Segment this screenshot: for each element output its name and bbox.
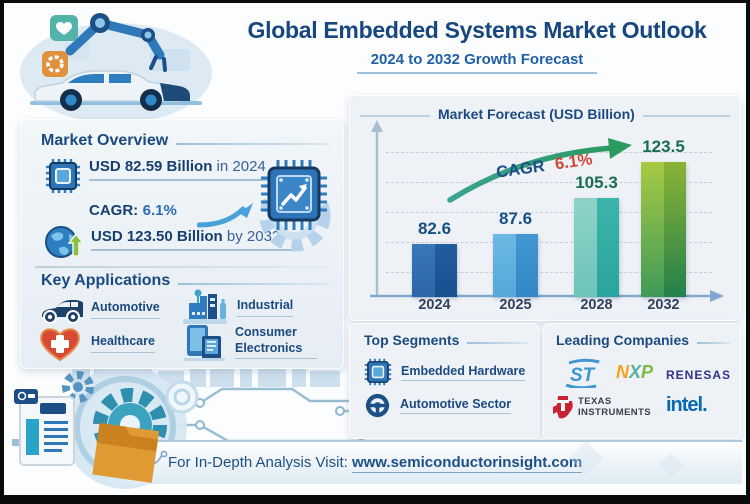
factory-icon <box>183 289 227 324</box>
footer-text: For In-Depth Analysis Visit: www.semicon… <box>168 454 583 473</box>
cagr-stat: CAGR: 6.1% <box>89 202 177 219</box>
devices-icon <box>184 325 225 361</box>
texas-instruments-logo: TEXAS INSTRUMENTS <box>552 394 651 421</box>
growth-curve-icon <box>196 203 253 228</box>
cagr-trend-arrow <box>447 145 615 203</box>
ti-map-icon <box>553 396 573 419</box>
st-logo: ST <box>558 358 606 388</box>
bar-value-2028: 105.3 <box>575 173 618 192</box>
stat-2024: USD 82.59 Billion in 2024 <box>89 158 289 181</box>
chip-gear-icon <box>259 160 331 252</box>
bar-2025: 87.6 <box>493 209 538 297</box>
application-consumer-electronics: Consumer Electronics <box>181 322 317 362</box>
segment-label: Automotive Sector <box>400 397 512 414</box>
top-segments-heading: Top Segments <box>364 332 460 348</box>
x-tick-2025: 2025 <box>499 297 532 313</box>
x-tick-2028: 2028 <box>580 297 613 313</box>
steering-wheel-icon <box>365 393 390 418</box>
footer-bar: For In-Depth Analysis Visit: www.semicon… <box>122 440 742 484</box>
heart-icon <box>40 328 80 362</box>
bar-2024: 82.6 <box>412 219 457 297</box>
page-title: Global Embedded Systems Market Outlook <box>247 17 707 43</box>
footer-prefix: For In-Depth Analysis Visit: <box>168 454 348 471</box>
nxp-letter: X <box>629 362 642 382</box>
x-tick-2032: 2032 <box>647 297 680 313</box>
infographic-canvas: Global Embedded Systems Market Outlook 2… <box>4 3 746 495</box>
svg-text:ST: ST <box>570 365 596 386</box>
chart-axes <box>370 120 724 302</box>
application-label: Automotive <box>91 300 160 319</box>
bar-2028: 105.3 <box>574 173 619 297</box>
ti-text-line2: INSTRUMENTS <box>578 406 652 418</box>
top-segments-panel: Top Segments Embedded Hardware <box>349 323 539 439</box>
market-forecast-chart-panel: Market Forecast (USD Billion) <box>349 95 741 321</box>
market-overview-heading: Market Overview <box>41 132 169 149</box>
market-overview-panel: Market Overview USD 82.59 Billion in 202… <box>20 119 344 369</box>
hero-illustration <box>20 13 212 123</box>
application-label: Healthcare <box>91 334 155 353</box>
globe-icon <box>45 226 83 258</box>
application-industrial: Industrial <box>181 288 294 326</box>
ti-text-line1: TEXAS <box>578 395 612 407</box>
bar-value-2025: 87.6 <box>498 209 533 228</box>
nxp-letter: N <box>616 362 629 382</box>
intel-logo: intel. <box>666 394 708 416</box>
document-icon <box>14 389 75 466</box>
application-automotive: Automotive <box>39 296 160 324</box>
car-icon <box>42 300 83 324</box>
leading-companies-heading: Leading Companies <box>556 332 690 348</box>
segment-embedded-hardware: Embedded Hardware <box>364 358 526 386</box>
application-healthcare: Healthcare <box>37 324 155 364</box>
segment-automotive-sector: Automotive Sector <box>364 392 512 419</box>
heart-badge-icon <box>50 15 78 41</box>
stat-2032: USD 123.50 Billion by 2032 <box>91 228 291 251</box>
page-subtitle: 2024 to 2032 Growth Forecast <box>356 51 598 74</box>
chart-title: Market Forecast (USD Billion) <box>438 106 635 122</box>
application-label: Consumer Electronics <box>235 325 317 360</box>
bar-value-2032: 123.5 <box>642 137 685 156</box>
chip-icon <box>46 159 80 193</box>
chip-icon <box>364 358 392 386</box>
application-label: Industrial <box>237 298 294 317</box>
nxp-letter: P <box>641 362 654 382</box>
segment-label: Embedded Hardware <box>401 364 526 381</box>
robot-arm-illustration <box>65 13 167 72</box>
header: Global Embedded Systems Market Outlook 2… <box>212 17 742 74</box>
renesas-logo: RENESAS <box>666 368 732 382</box>
x-tick-2024: 2024 <box>418 297 451 313</box>
bar-2032: 123.5 <box>641 137 686 297</box>
key-applications-heading: Key Applications <box>41 272 171 289</box>
bar-value-2024: 82.6 <box>417 219 452 238</box>
footer-url-link[interactable]: www.semiconductorinsight.com <box>351 454 583 473</box>
bar-chart: CAGR 6.1% 82.6 2024 87.6 2025 105.3 2028 123.5… <box>350 96 740 320</box>
car-illustration <box>33 70 190 111</box>
folder-icon <box>92 423 160 483</box>
bar-group: 82.6 2024 87.6 2025 105.3 2028 123.5 2032 <box>350 96 740 320</box>
cagr-trend-arrowhead <box>608 138 632 159</box>
gear-badge-icon <box>42 51 68 77</box>
document-folder-decoration <box>14 389 160 483</box>
